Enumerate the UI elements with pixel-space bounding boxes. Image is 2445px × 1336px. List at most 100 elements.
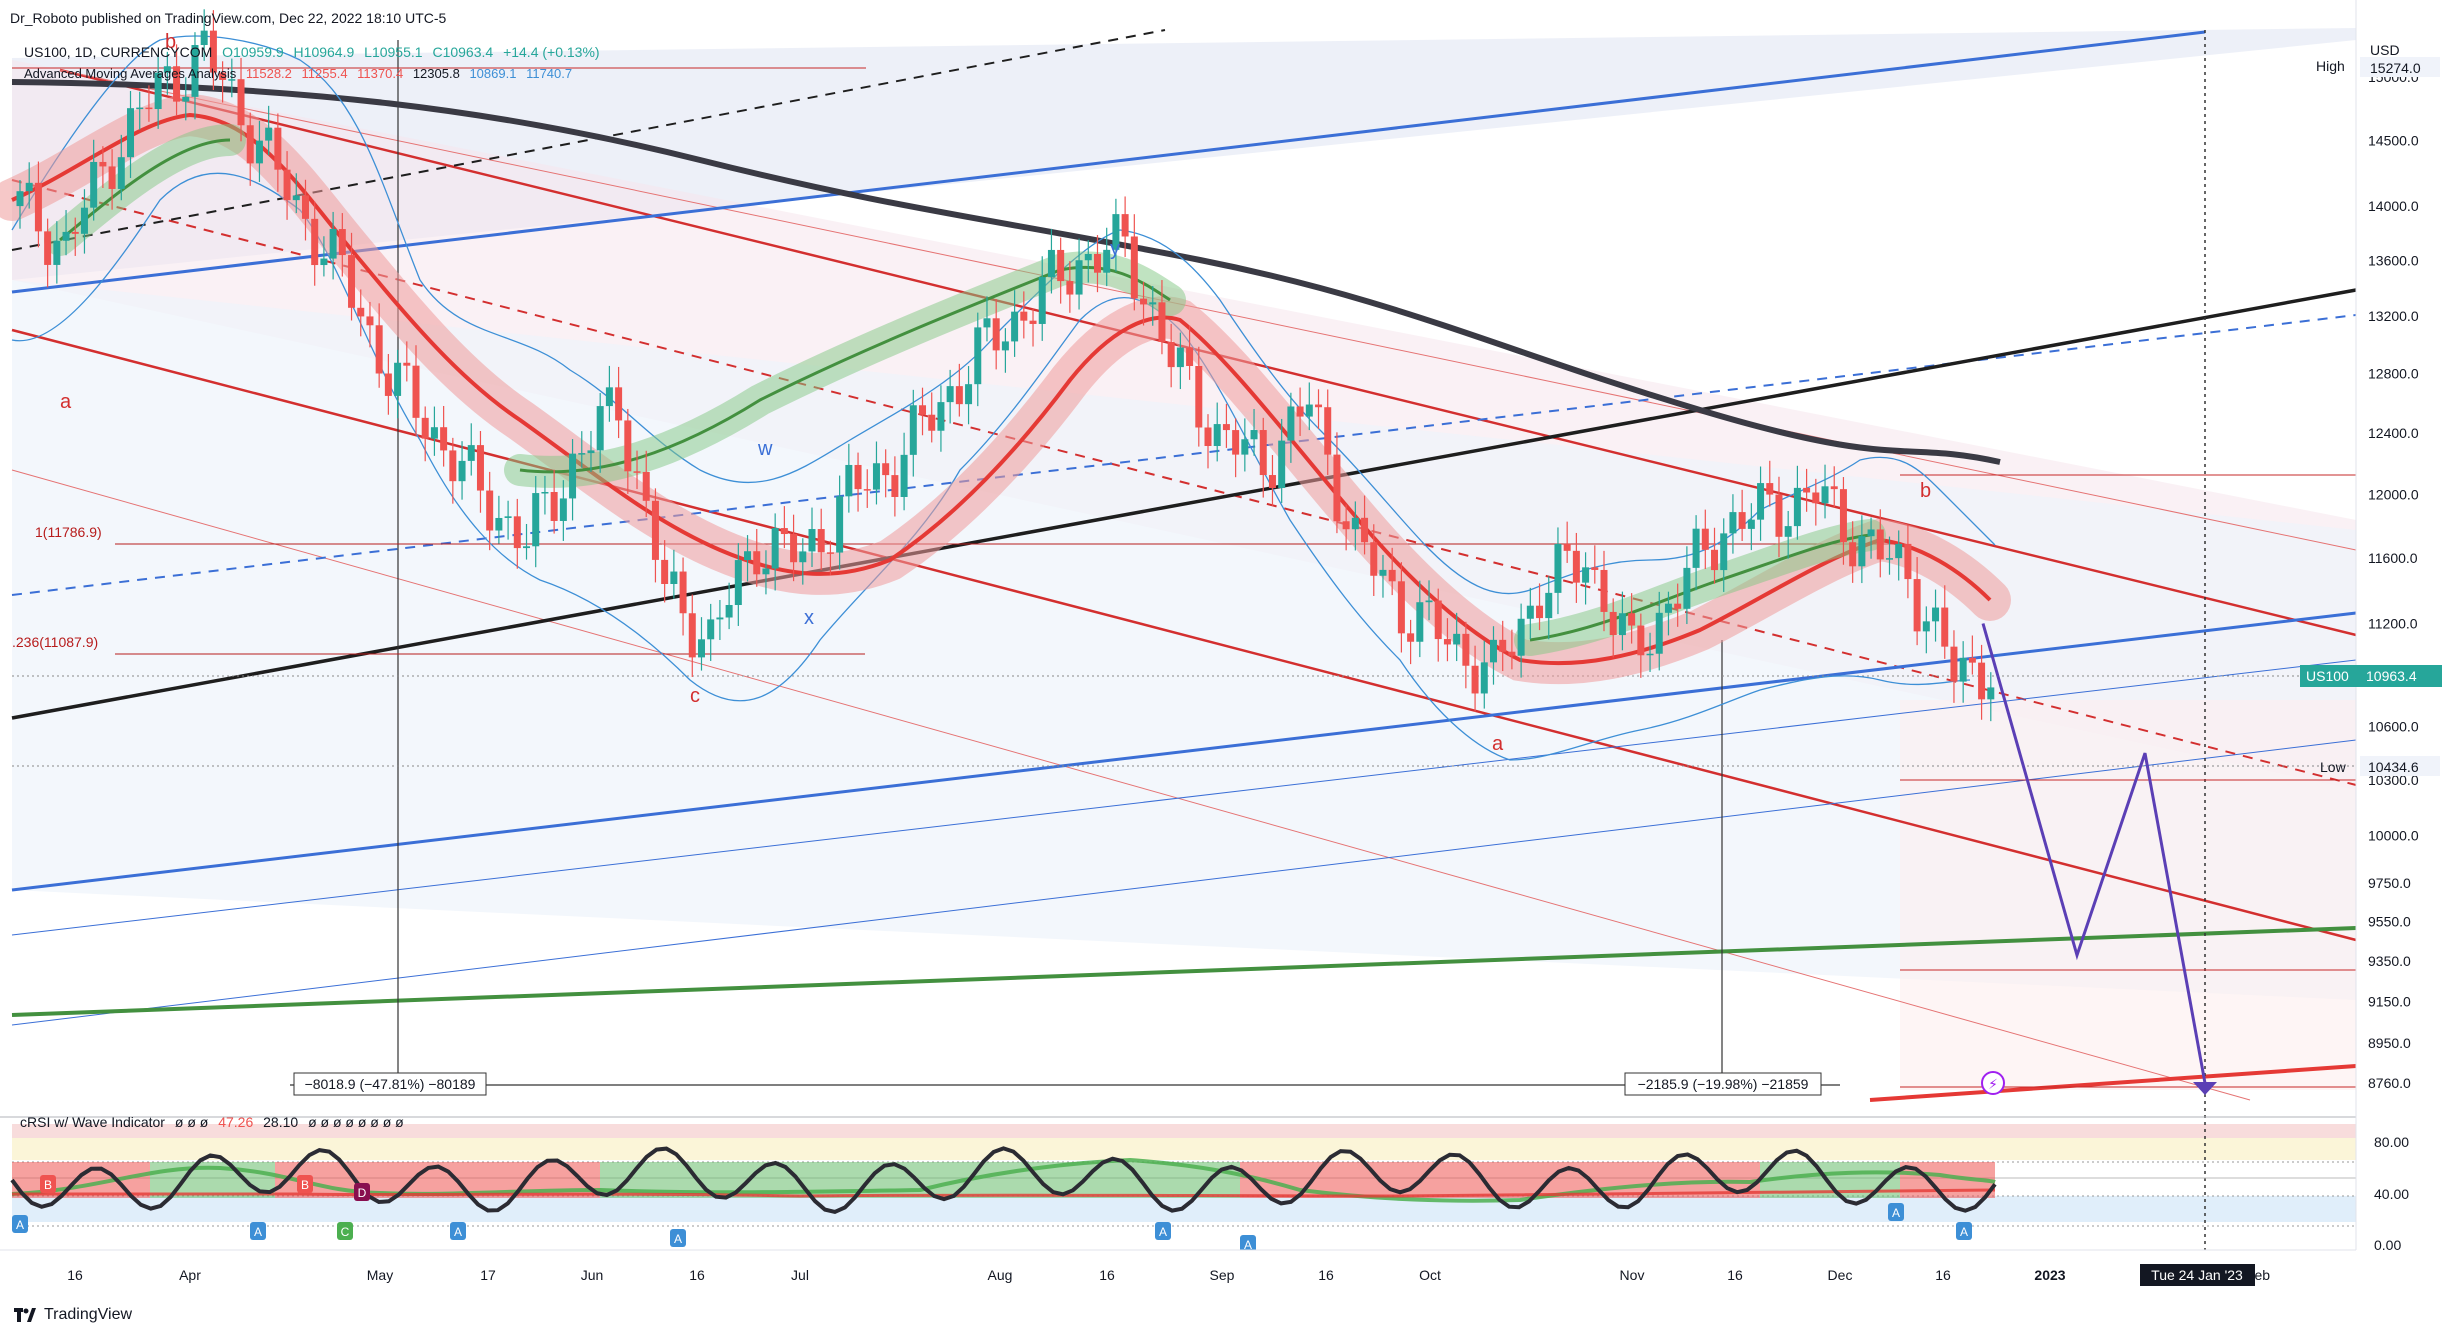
candle-body[interactable] bbox=[127, 108, 135, 158]
candle-body[interactable] bbox=[1020, 311, 1028, 321]
candle-body[interactable] bbox=[366, 316, 374, 326]
candle-body[interactable] bbox=[974, 327, 982, 385]
candle-body[interactable] bbox=[163, 66, 171, 73]
candle-body[interactable] bbox=[1195, 365, 1203, 428]
candle-body[interactable] bbox=[1499, 639, 1507, 652]
candle-body[interactable] bbox=[1729, 512, 1737, 534]
candle-body[interactable] bbox=[780, 528, 788, 535]
candle-body[interactable] bbox=[587, 450, 595, 454]
candle-body[interactable] bbox=[173, 66, 181, 102]
candle-body[interactable] bbox=[1582, 567, 1590, 583]
candle-body[interactable] bbox=[808, 529, 816, 552]
candle-body[interactable] bbox=[1121, 214, 1129, 237]
footer-brand[interactable]: TradingView bbox=[14, 1306, 132, 1324]
candle-body[interactable] bbox=[1149, 302, 1157, 305]
candle-body[interactable] bbox=[909, 405, 917, 455]
candle-body[interactable] bbox=[274, 127, 282, 170]
candle-body[interactable] bbox=[182, 96, 190, 102]
candle-body[interactable] bbox=[513, 516, 521, 549]
candle-body[interactable] bbox=[1462, 633, 1470, 666]
candle-body[interactable] bbox=[1259, 430, 1267, 476]
time-axis[interactable]: 16 Apr May 17 Jun 16 Jul Aug 16 Sep 16 Oct Nov 16 Dec 1… bbox=[0, 1249, 2445, 1286]
candle-body[interactable] bbox=[1950, 646, 1958, 682]
candle-body[interactable] bbox=[1987, 687, 1995, 700]
candle-body[interactable] bbox=[1379, 569, 1387, 576]
candle-body[interactable] bbox=[329, 229, 337, 259]
candle-body[interactable] bbox=[1563, 543, 1571, 551]
candle-body[interactable] bbox=[1112, 214, 1120, 250]
candle-body[interactable] bbox=[265, 127, 273, 141]
candle-body[interactable] bbox=[753, 551, 761, 575]
candle-body[interactable] bbox=[1361, 517, 1369, 543]
candle-body[interactable] bbox=[928, 414, 936, 431]
ma200-line[interactable] bbox=[11, 79, 2001, 465]
candle-body[interactable] bbox=[1333, 454, 1341, 522]
candle-body[interactable] bbox=[1370, 542, 1378, 576]
candle-body[interactable] bbox=[25, 182, 33, 192]
candle-body[interactable] bbox=[1425, 600, 1433, 603]
candle-body[interactable] bbox=[1536, 605, 1544, 619]
candle-body[interactable] bbox=[145, 107, 153, 110]
candle-body[interactable] bbox=[661, 559, 669, 584]
candle-body[interactable] bbox=[311, 218, 319, 266]
candle-body[interactable] bbox=[1453, 633, 1461, 645]
candle-body[interactable] bbox=[16, 191, 24, 207]
candle-body[interactable] bbox=[826, 552, 834, 554]
candle-body[interactable] bbox=[1508, 651, 1516, 656]
event-marker-icon[interactable] bbox=[1981, 1071, 2005, 1095]
candle-body[interactable] bbox=[338, 229, 346, 256]
candle-body[interactable] bbox=[219, 72, 227, 80]
candle-body[interactable] bbox=[1204, 427, 1212, 447]
candle-body[interactable] bbox=[1232, 430, 1240, 455]
candle-body[interactable] bbox=[1268, 475, 1276, 489]
candle-body[interactable] bbox=[1628, 613, 1636, 626]
candle-body[interactable] bbox=[62, 231, 70, 241]
candle-body[interactable] bbox=[863, 489, 871, 491]
candle-body[interactable] bbox=[1213, 424, 1221, 447]
candle-body[interactable] bbox=[1324, 407, 1332, 455]
candle-body[interactable] bbox=[228, 79, 236, 81]
candle-body[interactable] bbox=[1103, 249, 1111, 273]
candle-body[interactable] bbox=[458, 460, 466, 482]
candle-body[interactable] bbox=[1821, 486, 1829, 504]
candle-body[interactable] bbox=[633, 471, 641, 473]
candle-body[interactable] bbox=[716, 617, 724, 620]
candlestick-series[interactable] bbox=[16, 9, 1995, 722]
candle-body[interactable] bbox=[1305, 404, 1313, 417]
candle-body[interactable] bbox=[707, 619, 715, 640]
candle-body[interactable] bbox=[1775, 494, 1783, 537]
candle-body[interactable] bbox=[34, 182, 42, 232]
candle-body[interactable] bbox=[412, 365, 420, 418]
candle-body[interactable] bbox=[1443, 639, 1451, 645]
candle-body[interactable] bbox=[1941, 607, 1949, 647]
candle-body[interactable] bbox=[1434, 600, 1442, 640]
candle-body[interactable] bbox=[1591, 567, 1599, 570]
candle-body[interactable] bbox=[384, 373, 392, 396]
candle-body[interactable] bbox=[937, 402, 945, 431]
candle-body[interactable] bbox=[946, 386, 954, 403]
candle-body[interactable] bbox=[1895, 543, 1903, 559]
candle-body[interactable] bbox=[1885, 558, 1893, 560]
candle-body[interactable] bbox=[900, 454, 908, 497]
candle-body[interactable] bbox=[1167, 341, 1175, 368]
candle-body[interactable] bbox=[1075, 260, 1083, 295]
candle-body[interactable] bbox=[200, 30, 208, 46]
candle-body[interactable] bbox=[1407, 633, 1415, 642]
candle-body[interactable] bbox=[1084, 253, 1092, 261]
candle-body[interactable] bbox=[1720, 533, 1728, 571]
ama-legend[interactable]: Advanced Moving Averages Analysis 11528.… bbox=[24, 66, 578, 81]
candle-body[interactable] bbox=[771, 528, 779, 569]
candle-body[interactable] bbox=[1029, 320, 1037, 324]
candle-body[interactable] bbox=[1674, 603, 1682, 609]
candle-body[interactable] bbox=[1711, 549, 1719, 571]
candle-body[interactable] bbox=[1416, 602, 1424, 642]
candle-body[interactable] bbox=[1250, 430, 1258, 440]
candle-body[interactable] bbox=[421, 417, 429, 439]
candle-body[interactable] bbox=[467, 445, 475, 461]
candle-body[interactable] bbox=[1978, 662, 1986, 700]
candle-body[interactable] bbox=[1683, 567, 1691, 609]
candle-body[interactable] bbox=[1637, 625, 1645, 656]
candle-body[interactable] bbox=[1646, 653, 1654, 656]
candle-body[interactable] bbox=[891, 475, 899, 497]
ma-line-red[interactable] bbox=[11, 112, 1992, 666]
